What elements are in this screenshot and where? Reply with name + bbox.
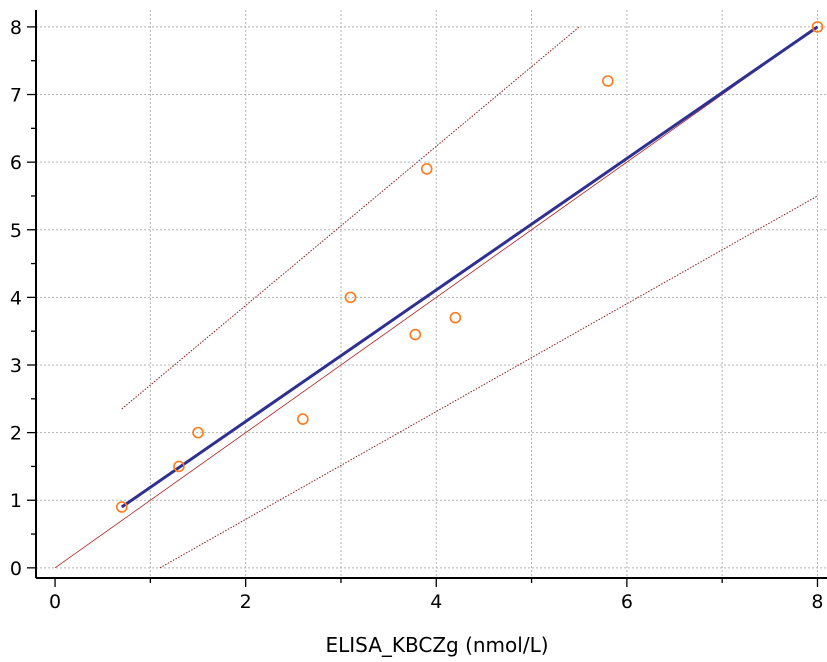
- data-point: [192, 426, 204, 439]
- y-tick-label: 8: [10, 17, 22, 39]
- x-tick-label: 8: [811, 591, 823, 613]
- y-tick-label: 7: [10, 85, 22, 107]
- x-tick-label: 6: [621, 591, 633, 613]
- data-point: [297, 413, 309, 425]
- x-tick-label: 2: [240, 591, 252, 613]
- y-tick-label: 4: [10, 287, 22, 309]
- x-axis-title: ELISA_KBCZg (nmol/L): [325, 633, 548, 657]
- grid: [36, 10, 827, 578]
- data-point: [420, 163, 433, 175]
- y-tick-label: 5: [10, 220, 22, 242]
- y-tick-label: 2: [10, 423, 22, 445]
- lower-prediction-line: [159, 195, 818, 569]
- y-tick-label: 0: [10, 558, 22, 580]
- x-tick-label: 4: [430, 591, 442, 613]
- y-tick-label: 3: [10, 355, 22, 377]
- y-tick-label: 1: [10, 490, 22, 512]
- identity-line: [54, 26, 818, 569]
- data-point: [602, 75, 614, 87]
- axes: 0 2 4 6 8 0 1 2 3 4 5 6 7 8: [10, 10, 827, 613]
- data-point: [409, 328, 422, 341]
- upper-prediction-line: [121, 26, 580, 410]
- data-point: [115, 501, 128, 513]
- data-point: [811, 21, 824, 33]
- lines: [54, 25, 819, 569]
- data-points: [115, 21, 824, 513]
- y-tick-label: 6: [10, 152, 22, 174]
- data-point: [344, 291, 357, 304]
- data-point: [173, 460, 185, 473]
- x-tick-label: 0: [49, 591, 61, 613]
- regression-line: [120, 25, 819, 509]
- data-point: [449, 311, 462, 324]
